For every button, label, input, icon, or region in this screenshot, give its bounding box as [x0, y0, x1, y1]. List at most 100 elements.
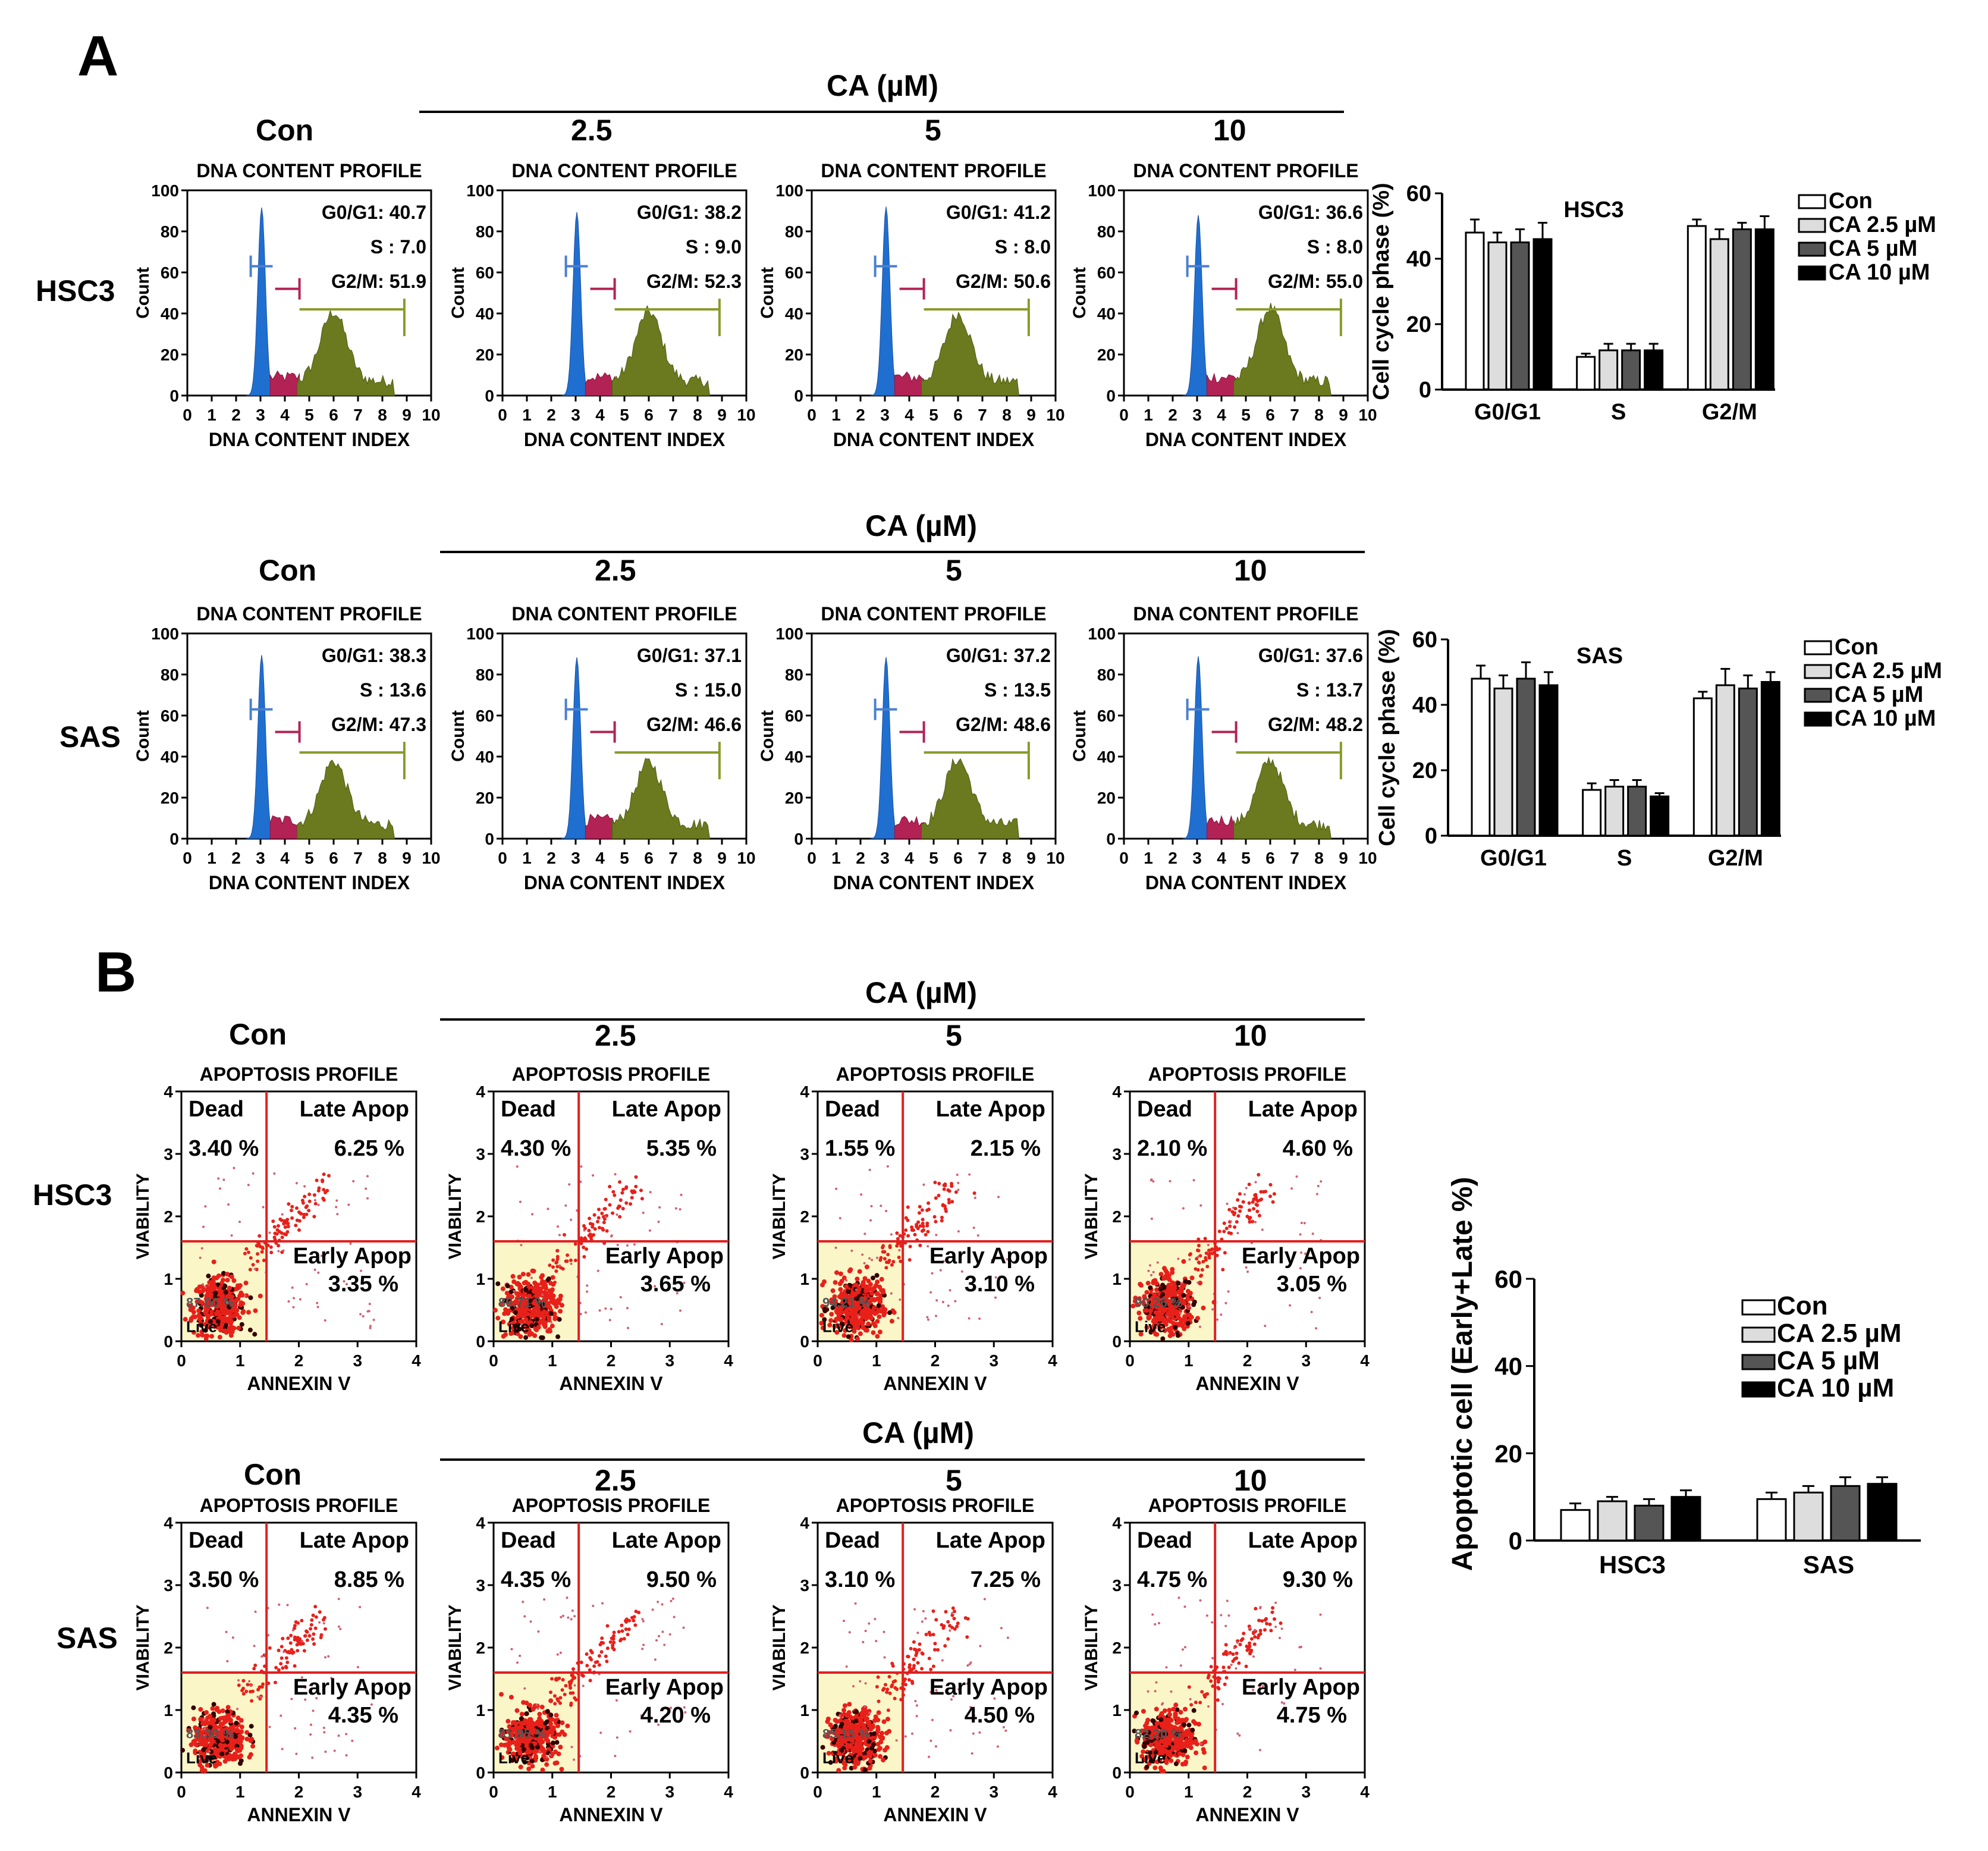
bar: [1487, 241, 1508, 391]
scatter-dot: [323, 1731, 326, 1734]
scatter-dot: [922, 1183, 925, 1186]
scatter-dot: [604, 1197, 608, 1201]
scatter-dot: [209, 1284, 214, 1289]
early-apop-label: Early Apop: [605, 1675, 724, 1700]
scatter-dot: [307, 1193, 312, 1196]
scatter-dot: [837, 1325, 840, 1328]
apoptosis-title: APOPTOSIS PROFILE: [1148, 1495, 1347, 1516]
early-apop-percent: 4.35 %: [328, 1703, 398, 1728]
scatter-dot: [535, 1288, 540, 1294]
scatter-dot: [309, 1733, 312, 1736]
scatter-dot: [927, 1245, 929, 1248]
scatter-dot: [542, 1749, 547, 1754]
g0g1-peak: [246, 655, 273, 839]
apo-y-tick-label: 4: [164, 1514, 173, 1532]
scatter-dot: [283, 1225, 287, 1229]
col-label-2-5: 2.5: [571, 114, 613, 147]
scatter-dot: [322, 1615, 326, 1620]
scatter-dot: [255, 1244, 259, 1248]
scatter-dot: [918, 1224, 922, 1228]
scatter-dot: [599, 1650, 604, 1654]
scatter-dot: [311, 1756, 314, 1759]
scatter-dot: [508, 1695, 514, 1700]
bar: [1760, 681, 1780, 837]
phase-percent-label: S : 9.0: [686, 236, 742, 258]
scatter-dot: [553, 1702, 557, 1706]
scatter-dot: [1166, 1316, 1169, 1319]
scatter-dot: [1315, 1327, 1318, 1330]
apo-y-tick-label: 4: [1112, 1083, 1122, 1101]
scatter-dot: [1183, 1706, 1188, 1712]
scatter-dot: [867, 1765, 872, 1771]
histogram-title: DNA CONTENT PROFILE: [196, 160, 422, 181]
scatter-dot: [551, 1740, 555, 1746]
scatter-dot: [929, 1291, 932, 1294]
apo-y-tick-label: 0: [476, 1764, 485, 1782]
scatter-dot: [853, 1758, 858, 1764]
scatter-dot: [942, 1183, 946, 1187]
y-tick-label: 0: [1106, 830, 1116, 848]
scatter-dot: [922, 1228, 925, 1232]
scatter-dot: [196, 1318, 202, 1323]
apo-x-tick-label: 1: [872, 1351, 881, 1370]
scatter-dot: [183, 1317, 188, 1322]
x-tick-label: 6: [644, 406, 654, 424]
apo-x-tick-label: 2: [931, 1783, 940, 1801]
x-tick-label: 4: [595, 849, 605, 867]
scatter-dot: [947, 1304, 950, 1307]
scatter-dot: [193, 1314, 198, 1320]
scatter-dot: [1154, 1706, 1159, 1712]
scatter-dot: [579, 1660, 583, 1664]
scatter-dot: [608, 1185, 612, 1188]
scatter-dot: [886, 1165, 889, 1168]
scatter-dot: [1161, 1276, 1166, 1281]
scatter-dot: [232, 1302, 237, 1307]
scatter-dot: [312, 1632, 316, 1636]
scatter-dot: [1264, 1190, 1268, 1194]
scatter-dot: [642, 1643, 645, 1646]
scatter-dot: [893, 1679, 897, 1683]
scatter-dot: [1169, 1179, 1172, 1182]
x-tick-label: 10: [1046, 849, 1064, 867]
scatter-dot: [1176, 1281, 1181, 1286]
scatter-dot: [596, 1269, 599, 1272]
scatter-dot: [553, 1281, 557, 1284]
scatter-dot: [929, 1739, 932, 1742]
scatter-dot: [670, 1599, 673, 1602]
scatter-dot: [1247, 1208, 1251, 1212]
scatter-dot: [585, 1311, 587, 1314]
scatter-dot: [257, 1293, 263, 1298]
scatter-dot: [632, 1615, 636, 1619]
scatter-dot: [536, 1707, 539, 1710]
live-label: Live: [1135, 1317, 1166, 1335]
scatter-dot: [1147, 1269, 1150, 1272]
scatter-dot: [250, 1743, 256, 1749]
scatter-dot: [879, 1288, 884, 1293]
scatter-dot: [1190, 1727, 1195, 1733]
scatter-dot: [884, 1266, 888, 1270]
scatter-dot: [569, 1691, 573, 1695]
ca-line-a1: [419, 111, 1344, 113]
bar: [1650, 795, 1670, 837]
scatter-dot: [1221, 1268, 1225, 1272]
scatter-dot: [256, 1695, 259, 1698]
scatter-dot: [526, 1272, 531, 1277]
bar: [1604, 786, 1625, 837]
apo-y-tick-label: 2: [164, 1639, 173, 1657]
scatter-dot: [927, 1657, 931, 1661]
scatter-dot: [552, 1734, 557, 1740]
bar: [1516, 677, 1536, 837]
apo-x-tick-label: 0: [177, 1351, 186, 1370]
scatter-dot: [1191, 1708, 1196, 1713]
scatter-dot: [888, 1244, 892, 1248]
bar-category-label: G0/G1: [1480, 846, 1547, 871]
bar: [1576, 356, 1596, 391]
scatter-dot: [285, 1660, 290, 1664]
scatter-dot: [221, 1278, 225, 1283]
scatter-dot: [309, 1627, 313, 1631]
scatter-dot: [890, 1233, 893, 1236]
dead-percent: 2.10 %: [1137, 1136, 1207, 1161]
scatter-dot: [558, 1293, 563, 1298]
x-tick-label: 0: [807, 849, 816, 867]
scatter-dot: [191, 1330, 196, 1335]
